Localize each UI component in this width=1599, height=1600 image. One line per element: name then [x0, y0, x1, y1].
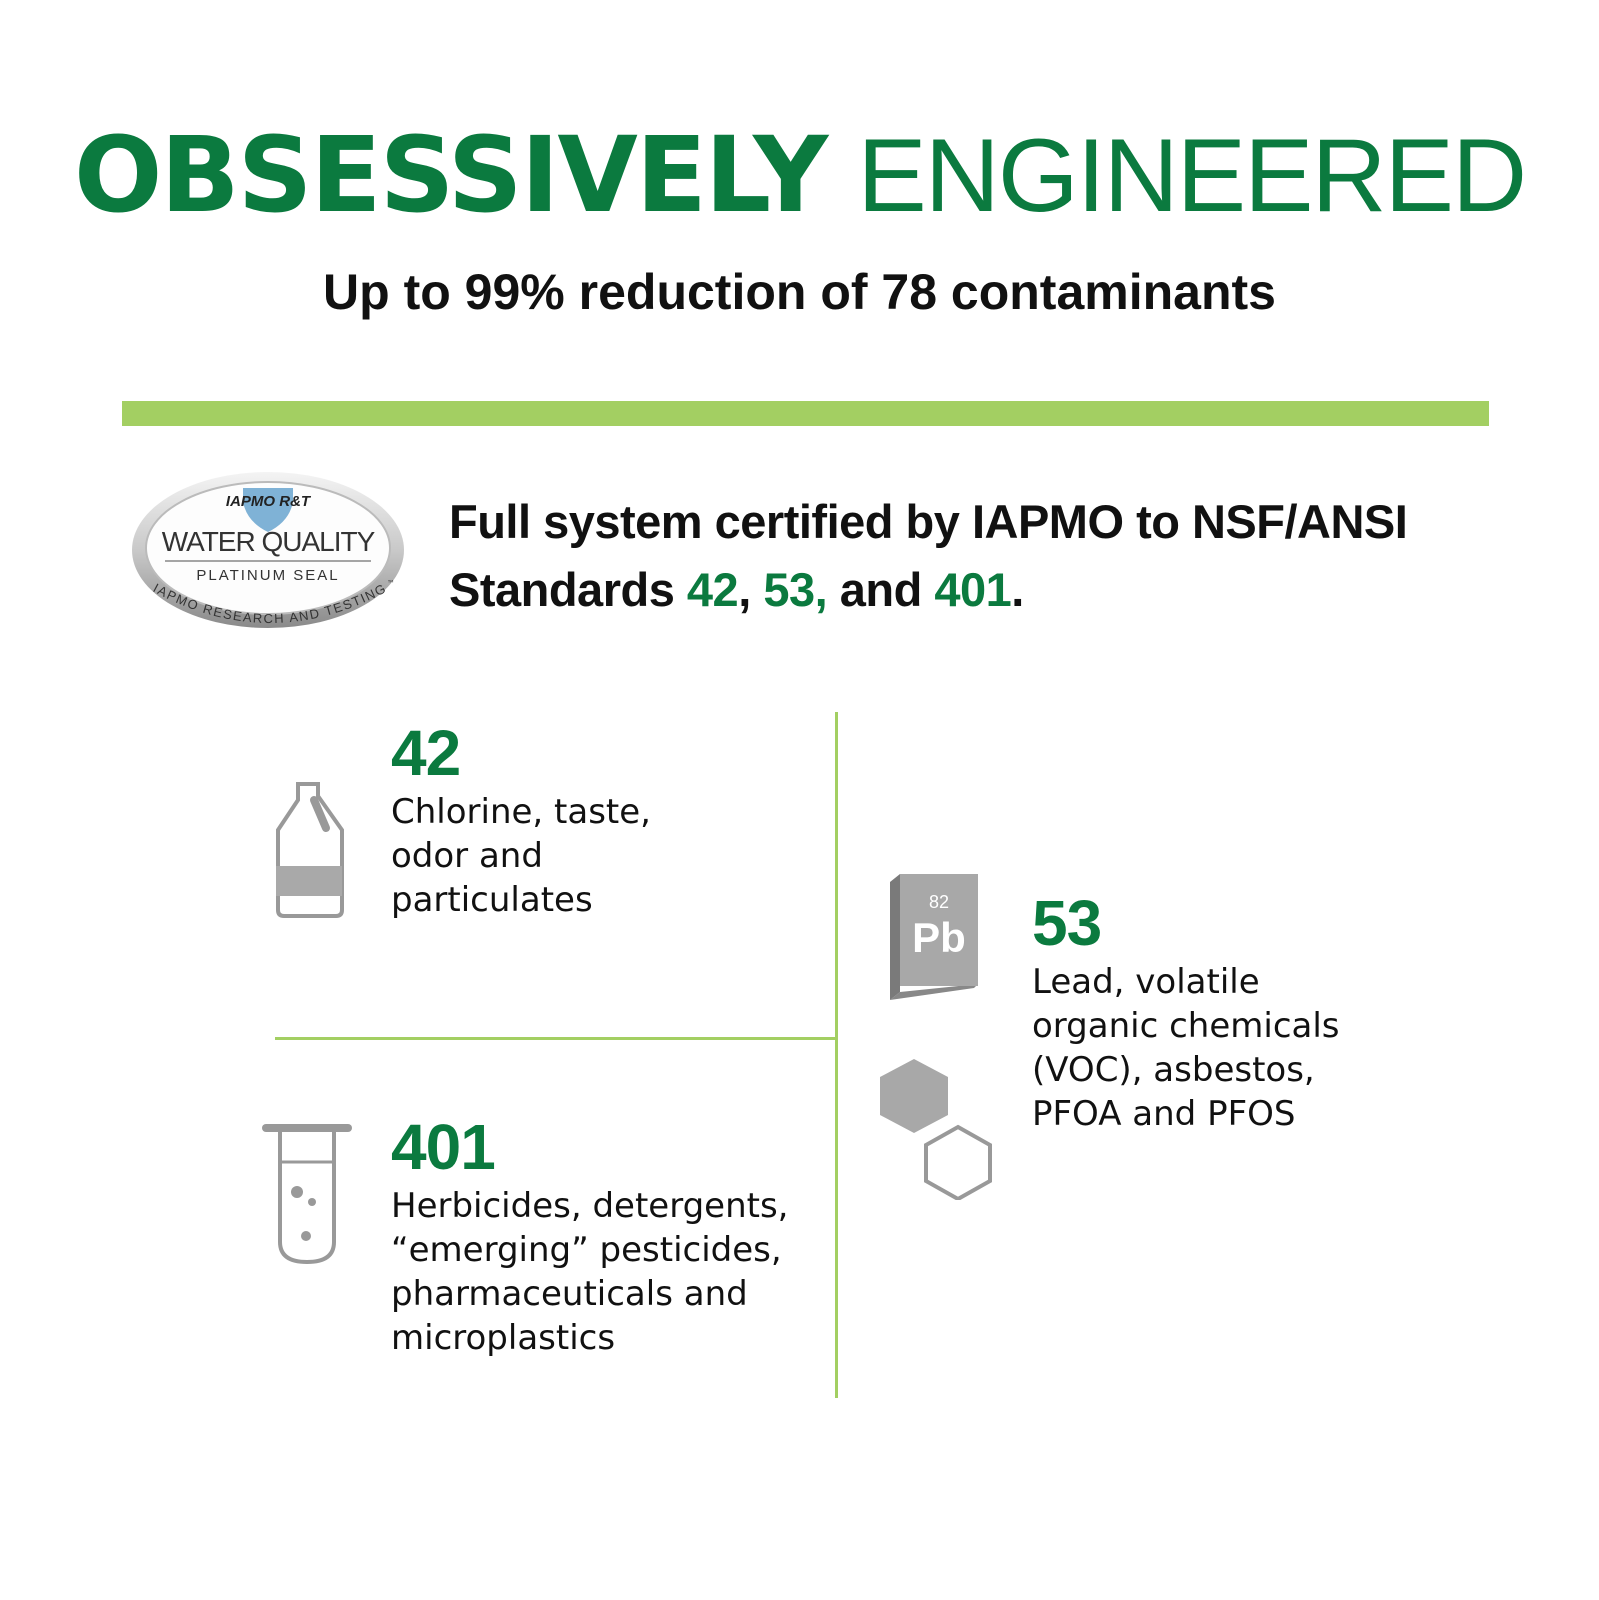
lead-number: 82 — [929, 892, 949, 912]
vertical-divider — [835, 712, 838, 1398]
standard-number: 42 — [391, 717, 461, 789]
hexagon-icon — [880, 1059, 992, 1200]
cert-text: and — [839, 563, 923, 616]
seal: IAPMO R&T WATER QUALITY PLATINUM SEAL IA… — [132, 472, 404, 628]
subtitle: Up to 99% reduction of 78 contaminants — [323, 264, 1276, 320]
jug-icon — [276, 782, 344, 918]
seal-trademark: ™ — [387, 579, 395, 588]
title-light: ENGINEERED — [857, 118, 1527, 234]
lead-symbol: Pb — [912, 914, 966, 961]
standard-description: Chlorine, taste, — [391, 792, 651, 832]
standard-description: PFOA and PFOS — [1032, 1094, 1296, 1134]
cert-text: Standards — [449, 563, 675, 616]
cert-line: Full system certified by IAPMO to NSF/AN… — [449, 495, 1408, 548]
title: OBSESSIVELY ENGINEERED — [0, 115, 1599, 236]
standard-description: (VOC), asbestos, — [1032, 1050, 1315, 1090]
seal-face — [145, 481, 391, 615]
standard-number: 53 — [1032, 887, 1102, 959]
standard-description: Herbicides, detergents, — [391, 1186, 789, 1226]
lead-icon: 82 Pb — [890, 874, 978, 1000]
standard-description: organic chemicals — [1032, 1006, 1340, 1046]
cert-standard: 401 — [934, 563, 1012, 616]
seal-brand: IAPMO R&T — [226, 493, 312, 510]
cert-text: , — [738, 563, 751, 616]
standard-description: odor and — [391, 836, 543, 876]
cert-standard: 53, — [763, 563, 828, 616]
divider-bar — [122, 401, 1489, 426]
title-bold: OBSESSIVELY — [73, 114, 828, 236]
standard-description: Lead, volatile — [1032, 962, 1260, 1002]
standard-description: pharmaceuticals and — [391, 1274, 748, 1314]
tube-icon — [262, 1124, 352, 1265]
seal-title: WATER QUALITY — [162, 526, 376, 557]
cert-text: . — [1011, 563, 1024, 616]
cert-line: Standards 42, 53, and 401. — [449, 560, 1024, 620]
seal-shield — [243, 488, 293, 532]
standard-number: 401 — [391, 1111, 496, 1183]
standard-description: particulates — [391, 880, 593, 920]
horizontal-divider — [275, 1037, 837, 1040]
cert-standard: 42 — [686, 563, 739, 616]
standard-description: “emerging” pesticides, — [391, 1230, 782, 1270]
standard-description: microplastics — [391, 1318, 616, 1358]
seal-subtitle: PLATINUM SEAL — [196, 567, 339, 584]
